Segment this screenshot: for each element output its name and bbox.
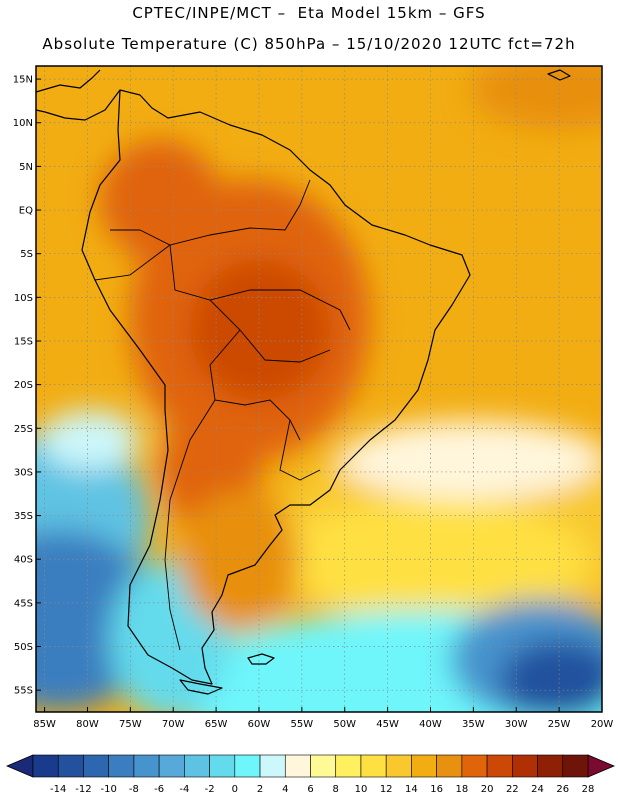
colorbar-label: 0 (232, 784, 238, 795)
colorbar-label: 6 (307, 784, 313, 795)
lat-label: 45S (14, 598, 33, 609)
colorbar-label: 12 (380, 784, 393, 795)
colorbar-label: 8 (333, 784, 339, 795)
colorbar-swatch (234, 754, 261, 778)
lon-label: 70W (162, 719, 185, 730)
lon-label: 30W (505, 719, 528, 730)
colorbar-label: 4 (282, 784, 288, 795)
colorbar-label: 2 (257, 784, 263, 795)
colorbar-label: -14 (50, 784, 66, 795)
lat-label: 15N (13, 75, 33, 86)
lon-label: 40W (419, 719, 442, 730)
colorbar-swatch (360, 754, 387, 778)
colorbar-swatch (310, 754, 337, 778)
lat-label: 40S (14, 555, 33, 566)
lat-label: 5S (20, 249, 33, 260)
lat-label: 20S (14, 380, 33, 391)
colorbar-swatch (32, 754, 59, 778)
country-borders (94, 179, 351, 651)
colorbar-swatch (284, 754, 311, 778)
colorbar-label: 14 (405, 784, 418, 795)
colorbar-label: 10 (355, 784, 368, 795)
lon-label: 65W (205, 719, 228, 730)
colorbar-label: 28 (582, 784, 595, 795)
colorbar-swatch (411, 754, 437, 778)
colorbar-swatch (335, 754, 362, 778)
lat-label: 35S (14, 511, 33, 522)
title-line-1: CPTEC/INPE/MCT – Eta Model 15km – GFS (132, 4, 486, 22)
colorbar-swatch (512, 754, 538, 778)
colorbar-label: -4 (179, 784, 189, 795)
colorbar-low-arrow (5, 754, 34, 778)
colorbar-label: 18 (455, 784, 468, 795)
lon-label: 60W (248, 719, 271, 730)
longitude-axis-labels: 85W 80W 75W 70W 65W 60W 55W 50W 45W 40W 35W 30W 25W 2… (33, 707, 613, 730)
colorbar-label: 16 (430, 784, 443, 795)
colorbar-label: 26 (556, 784, 569, 795)
colorbar-label: -12 (75, 784, 91, 795)
colorbar-label: -8 (129, 784, 139, 795)
colorbar-swatch (133, 754, 160, 778)
colorbar-swatch (259, 754, 286, 778)
colorbar-swatch (57, 754, 84, 778)
lat-label: 5N (19, 162, 33, 173)
colorbar-swatch (461, 754, 488, 778)
colorbar-swatch (537, 754, 564, 778)
colorbar-label: 24 (531, 784, 544, 795)
colorbar-swatch (83, 754, 109, 778)
lon-label: 20W (591, 719, 614, 730)
lon-label: 85W (33, 719, 56, 730)
colorbar-swatch (209, 754, 236, 778)
lat-label: 30S (14, 467, 33, 478)
lon-label: 80W (76, 719, 99, 730)
colorbar-swatch (108, 754, 135, 778)
lat-label: 25S (14, 424, 33, 435)
lon-label: 25W (548, 719, 571, 730)
colorbar-swatch (486, 754, 513, 778)
colorbar-swatch (562, 754, 589, 778)
lat-label: 10S (14, 293, 33, 304)
lon-label: 55W (291, 719, 314, 730)
colorbar-label: -2 (205, 784, 215, 795)
lon-label: 45W (376, 719, 399, 730)
coastline-outline (35, 69, 571, 695)
colorbar-label: 22 (506, 784, 519, 795)
colorbar-swatch (158, 754, 185, 778)
temperature-field (36, 66, 602, 712)
lat-label: 10N (13, 118, 33, 129)
lat-label: 15S (14, 336, 33, 347)
colorbar: -14 -12 -10 -8 -6 -4 -2 0 2 4 6 8 10 12 14 16 18 20 22 24 26… (5, 754, 616, 795)
lat-label: EQ (19, 206, 33, 217)
lat-label: 50S (14, 642, 33, 653)
colorbar-swatch (436, 754, 463, 778)
colorbar-label: -10 (101, 784, 117, 795)
lat-label: 55S (14, 686, 33, 697)
colorbar-label: 20 (481, 784, 494, 795)
lon-label: 50W (333, 719, 356, 730)
title-line-2: Absolute Temperature (C) 850hPa – 15/10/… (42, 35, 576, 53)
map-frame (35, 65, 603, 713)
lon-label: 75W (119, 719, 142, 730)
lon-label: 35W (462, 719, 485, 730)
colorbar-high-arrow (587, 754, 616, 778)
colorbar-swatch (385, 754, 412, 778)
colorbar-swatch (184, 754, 210, 778)
colorbar-label: -6 (154, 784, 164, 795)
latitude-axis-labels: 15N 10N 5N EQ 5S 10S 15S 20S 25S 30S 35S 40S 45S 50S 5… (13, 75, 41, 697)
